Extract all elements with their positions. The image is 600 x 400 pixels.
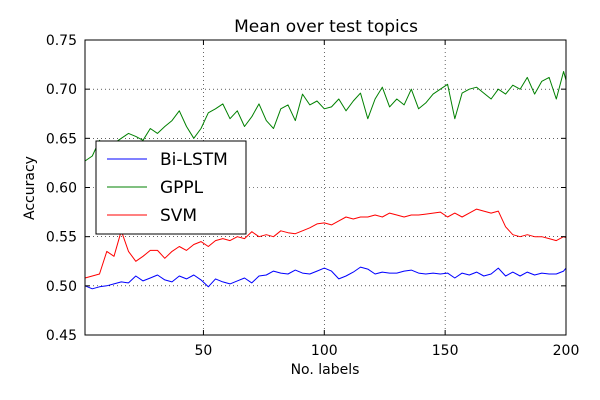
x-tick-label: 150 <box>432 343 459 359</box>
y-tick-label: 0.45 <box>46 328 77 344</box>
y-tick-label: 0.70 <box>46 82 77 98</box>
x-axis-label: No. labels <box>291 362 360 378</box>
series-line-svm <box>84 208 567 279</box>
legend-label-bi-lstm: Bi-LSTM <box>160 150 228 170</box>
x-tick-label: 100 <box>311 343 338 359</box>
y-axis-label: Accuracy <box>22 156 38 220</box>
series-layer <box>84 71 567 290</box>
chart-title: Mean over test topics <box>234 17 418 37</box>
y-tick-label: 0.75 <box>46 33 77 49</box>
y-tick-label: 0.50 <box>46 279 77 295</box>
series-line-gppl <box>84 71 567 162</box>
legend: Bi-LSTM GPPL SVM <box>95 140 247 235</box>
legend-label-svm: SVM <box>160 206 197 226</box>
y-tick-label: 0.55 <box>46 230 77 246</box>
y-tick-label: 0.65 <box>46 131 77 147</box>
axis-ticks: 50 100 150 200 0.45 0.50 0.55 0.60 0.65 0.70 0.75 <box>46 33 580 359</box>
y-tick-label: 0.60 <box>46 181 77 197</box>
x-tick-label: 50 <box>195 343 213 359</box>
series-line-bi-lstm <box>84 266 567 290</box>
legend-label-gppl: GPPL <box>160 178 204 198</box>
x-tick-label: 200 <box>553 343 580 359</box>
